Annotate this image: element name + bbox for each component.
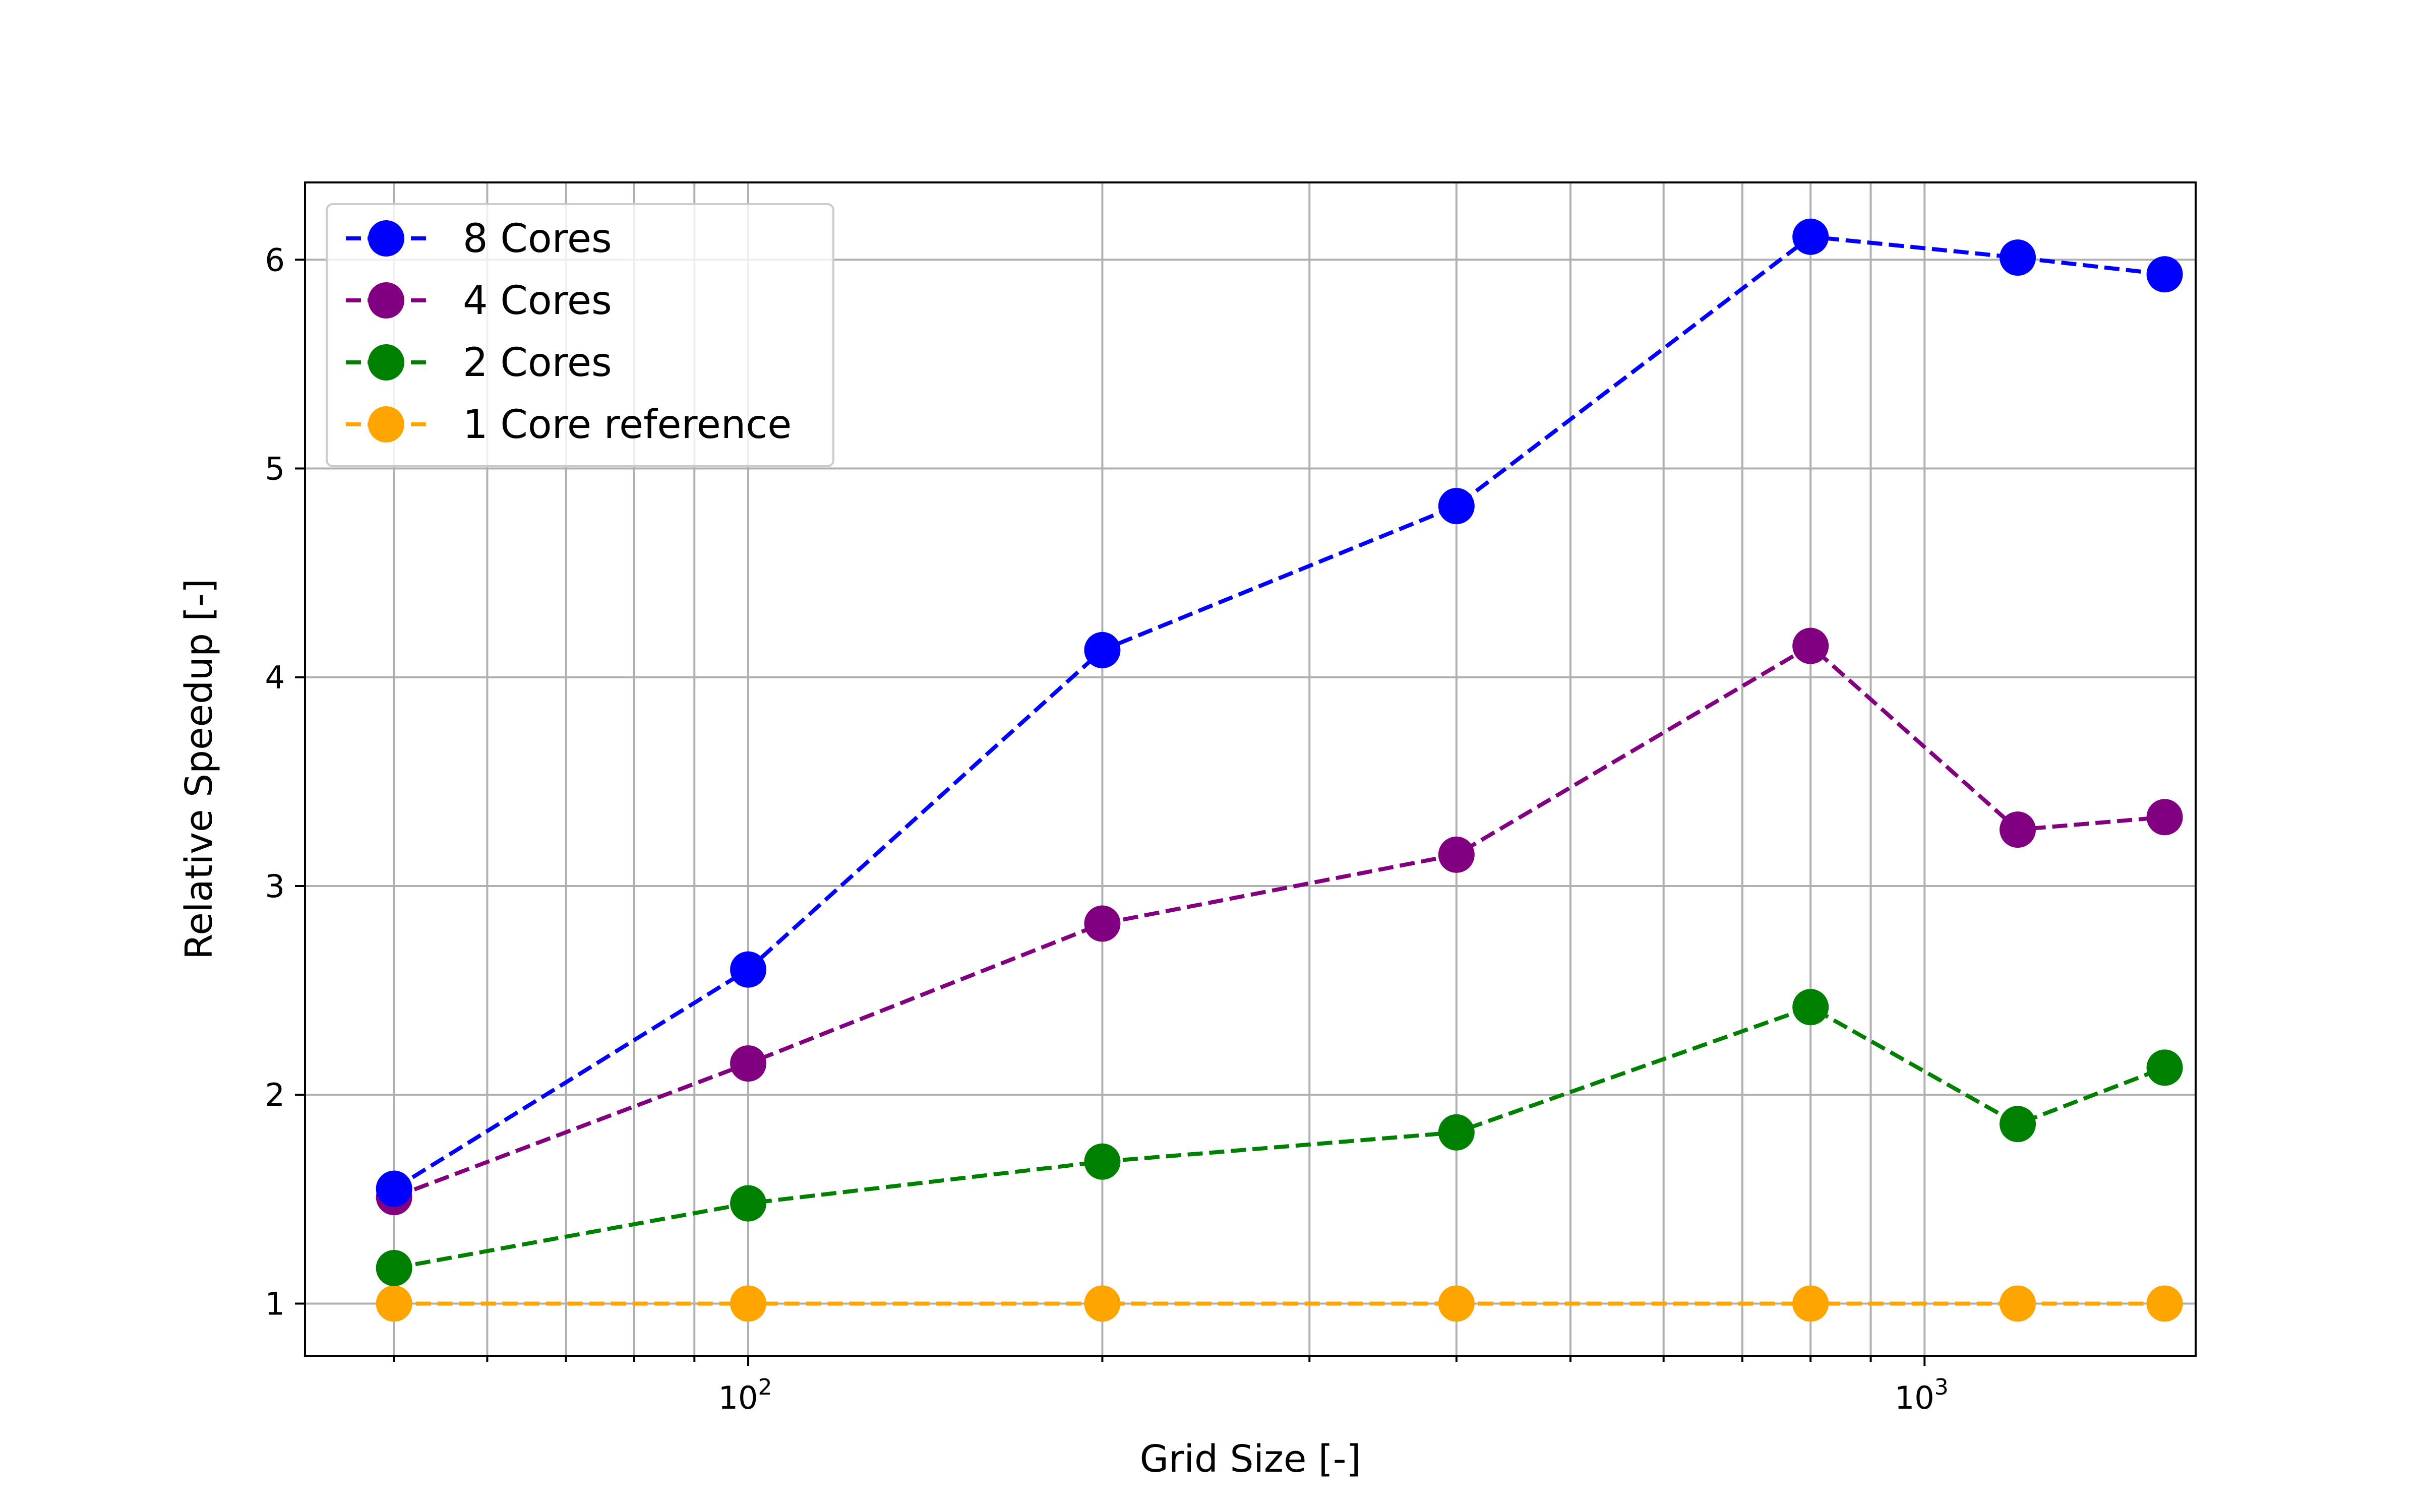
legend-marker (368, 344, 404, 381)
legend: 8 Cores 4 Cores 2 Cores 1 Core reference (326, 203, 834, 467)
data-point (1084, 905, 1121, 942)
data-point (1084, 1285, 1121, 1322)
data-point (1438, 488, 1475, 525)
data-point (1438, 1114, 1475, 1151)
data-point (1438, 1285, 1475, 1322)
data-point (730, 1185, 767, 1222)
data-point (376, 1170, 412, 1207)
series-1-core-reference (376, 1285, 2183, 1322)
series-line (393, 643, 2165, 1199)
y-tick-label: 5 (265, 451, 285, 487)
legend-item: 2 Cores (346, 340, 612, 386)
legend-marker (368, 406, 404, 443)
data-point (2146, 256, 2183, 293)
data-point (2146, 1049, 2183, 1086)
data-point (1438, 836, 1475, 873)
data-point (1792, 218, 1829, 255)
legend-marker (368, 220, 404, 257)
data-point (2146, 1285, 2183, 1322)
data-point (2000, 1106, 2036, 1143)
series-2-cores (376, 989, 2183, 1287)
data-point (2000, 1285, 2036, 1322)
series-line (393, 1004, 2166, 1270)
data-point (730, 951, 767, 988)
data-point (2146, 799, 2183, 836)
legend-label: 1 Core reference (463, 402, 792, 448)
axis-ticks: 102 103 1 2 3 4 5 6 (265, 241, 1949, 1416)
data-point (376, 1285, 412, 1322)
data-point (1792, 1285, 1829, 1322)
data-point (730, 1045, 767, 1082)
data-point (1084, 1143, 1121, 1180)
series-4-cores (376, 627, 2183, 1216)
x-axis-label: Grid Size [-] (1140, 1437, 1361, 1481)
y-tick-label: 6 (265, 241, 285, 278)
y-tick-label: 1 (265, 1285, 285, 1322)
data-point (1792, 989, 1829, 1026)
legend-item: 1 Core reference (346, 402, 792, 448)
plot-frame (304, 181, 2197, 1357)
y-tick-label: 3 (265, 868, 285, 905)
y-axis-label: Relative Speedup [-] (177, 579, 221, 960)
legend-label: 2 Cores (463, 340, 612, 386)
legend-item: 4 Cores (346, 278, 612, 324)
series-8-cores (376, 218, 2183, 1207)
data-point (2000, 239, 2036, 276)
x-tick-label: 102 (718, 1374, 772, 1416)
y-tick-label: 2 (265, 1077, 285, 1113)
data-point (1792, 627, 1829, 664)
plot-series (376, 218, 2183, 1322)
legend-marker (368, 282, 404, 319)
legend-label: 8 Cores (463, 216, 612, 262)
data-point (1084, 632, 1121, 668)
legend-label: 4 Cores (463, 278, 612, 324)
legend-box (326, 203, 834, 467)
x-tick-label: 103 (1895, 1374, 1949, 1416)
y-tick-label: 4 (265, 659, 285, 696)
data-point (376, 1250, 412, 1287)
legend-item: 8 Cores (346, 216, 612, 262)
data-point (730, 1285, 767, 1322)
data-point (2000, 811, 2036, 848)
